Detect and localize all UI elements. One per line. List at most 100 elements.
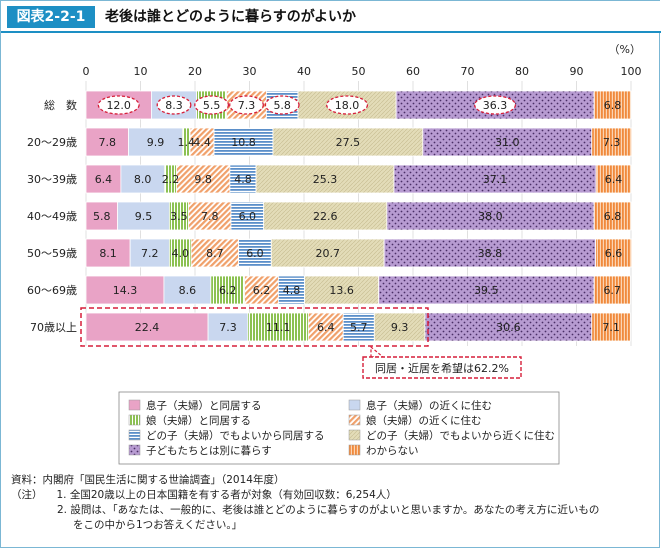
note-label: （注） xyxy=(11,489,43,501)
data-label: 8.7 xyxy=(206,247,224,260)
bar-segment xyxy=(342,312,375,342)
category-label: 総 数 xyxy=(44,98,77,112)
legend-swatch xyxy=(128,444,141,456)
data-label: 7.1 xyxy=(602,321,620,334)
data-label: 1.4 xyxy=(178,136,196,149)
bar-segment xyxy=(270,238,385,268)
notes-block: 資料：内閣府「国民生活に関する世論調査」（2014年度） （注） 1. 全国20歳… xyxy=(11,473,656,533)
legend-swatch xyxy=(348,444,361,456)
data-label: 2.2 xyxy=(162,173,180,186)
data-label: 31.0 xyxy=(495,136,520,149)
data-label: 8.0 xyxy=(134,173,152,186)
x-tick-label: 0 xyxy=(83,65,90,78)
data-label: 5.5 xyxy=(203,99,221,112)
bar-segment xyxy=(190,238,239,268)
data-label: 4.4 xyxy=(193,136,211,149)
bar-segment xyxy=(373,312,426,342)
bar-segment xyxy=(255,164,395,194)
data-label: 30.6 xyxy=(496,321,521,334)
bar-segment xyxy=(304,275,380,305)
bar-segment xyxy=(238,238,272,268)
highlight-ellipse xyxy=(264,95,300,115)
data-label: 6.6 xyxy=(605,247,623,260)
bar-segment xyxy=(595,164,632,194)
bar-segment xyxy=(383,238,596,268)
stacked-bar-chart: （%） 0 10 20 30 40 50 60 70 80 90 100 総 数 20～29歳 30～3… xyxy=(27,43,642,465)
data-label: 6.2 xyxy=(219,284,237,297)
figure-title: 老後は誰とどのように暮らすのがよいか xyxy=(105,9,357,25)
data-label: 27.5 xyxy=(336,136,361,149)
data-label: 8.3 xyxy=(165,99,183,112)
x-tick-label: 70 xyxy=(461,65,475,78)
data-label: 25.3 xyxy=(313,173,338,186)
bar-segment xyxy=(263,201,388,231)
x-tick-label: 10 xyxy=(134,65,148,78)
bar-segment xyxy=(591,312,631,342)
legend-swatch xyxy=(348,399,361,411)
figure-tag: 図表2-2-1 xyxy=(7,6,95,28)
category-label: 50～59歳 xyxy=(27,247,77,260)
highlight-ellipse xyxy=(156,95,192,115)
figure-header: 図表2-2-1 老後は誰とどのように暮らすのがよいか xyxy=(1,1,661,33)
annotation-box xyxy=(362,356,522,379)
bar-segment xyxy=(213,127,274,157)
category-label: 60～69歳 xyxy=(27,284,77,297)
data-label: 13.6 xyxy=(329,284,354,297)
data-label: 12.0 xyxy=(106,99,131,112)
legend-label: どの子（夫婦）でもよいから近くに住む xyxy=(366,429,555,442)
data-label: 36.3 xyxy=(483,99,508,112)
bar-segment xyxy=(247,312,309,342)
x-tick-label: 60 xyxy=(406,65,420,78)
bar-segment xyxy=(176,164,231,194)
x-tick-label: 40 xyxy=(297,65,311,78)
legend-swatch xyxy=(128,399,141,411)
data-label: 6.4 xyxy=(95,173,113,186)
note-2a: 2. 設問は、「あなたは、一般的に、老後は誰とどのように暮らすのがよいと思います… xyxy=(57,504,600,516)
data-label: 38.8 xyxy=(478,247,503,260)
data-label: 39.5 xyxy=(474,284,499,297)
data-label: 4.8 xyxy=(234,173,252,186)
bar-segment xyxy=(207,312,249,342)
data-label: 18.0 xyxy=(335,99,360,112)
bar-segment xyxy=(422,127,593,157)
data-label: 14.3 xyxy=(113,284,138,297)
bar-segment xyxy=(593,201,632,231)
legend-box xyxy=(118,391,560,465)
data-label: 9.8 xyxy=(194,173,212,186)
legend-label: 息子（夫婦）の近くに住む xyxy=(366,399,492,412)
header-rule xyxy=(1,31,661,33)
data-label: 20.7 xyxy=(315,247,340,260)
source-note: 資料：内閣府「国民生活に関する世論調査」（2014年度） xyxy=(11,474,285,486)
legend-swatch xyxy=(128,414,141,426)
data-label: 4.8 xyxy=(283,284,301,297)
bar-segment xyxy=(272,127,424,157)
data-label: 9.3 xyxy=(391,321,409,334)
bar-segment xyxy=(85,164,122,194)
bar-segment xyxy=(593,90,632,120)
data-label: 7.3 xyxy=(238,99,256,112)
highlight-ellipse xyxy=(229,95,264,115)
data-label: 7.3 xyxy=(603,136,621,149)
data-label: 4.0 xyxy=(172,247,190,260)
legend-label: わからない xyxy=(366,445,419,457)
data-label: 7.8 xyxy=(99,136,117,149)
data-label: 5.7 xyxy=(350,321,368,334)
x-tick-label: 30 xyxy=(243,65,257,78)
data-label: 6.8 xyxy=(604,210,622,223)
legend-swatch xyxy=(128,429,141,441)
data-label: 7.3 xyxy=(219,321,237,334)
x-tick-label: 80 xyxy=(515,65,529,78)
data-label: 8.1 xyxy=(99,247,117,260)
data-label: 6.2 xyxy=(253,284,271,297)
x-tick-label: 20 xyxy=(188,65,202,78)
legend-swatch xyxy=(348,414,361,426)
legend-label: 子どもたちとは別に暮らす xyxy=(146,444,272,457)
data-label: 9.9 xyxy=(147,136,165,149)
x-tick-label: 100 xyxy=(621,65,642,78)
annotation-text: 同居・近居を希望は62.2% xyxy=(375,361,509,375)
bar-segment xyxy=(386,201,595,231)
unit-label: （%） xyxy=(609,43,641,56)
bar-segment xyxy=(128,127,183,157)
bar-segment xyxy=(85,127,129,157)
